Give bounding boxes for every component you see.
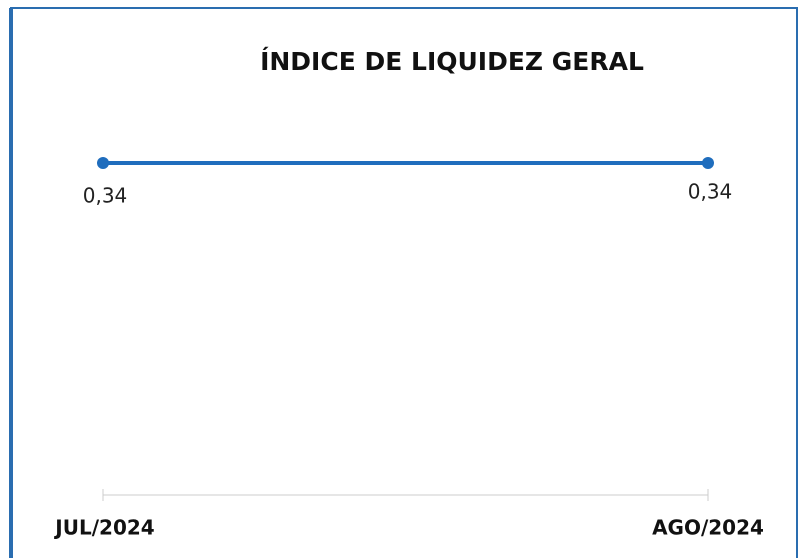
data-label: 0,34: [83, 184, 128, 208]
frame: [10, 7, 798, 558]
x-tick-label: JUL/2024: [53, 516, 154, 540]
data-label: 0,34: [688, 180, 733, 204]
point: [97, 157, 109, 169]
chart-title: ÍNDICE DE LIQUIDEZ GERAL: [260, 47, 644, 76]
point: [702, 157, 714, 169]
x-tick-label: AGO/2024: [652, 516, 764, 540]
